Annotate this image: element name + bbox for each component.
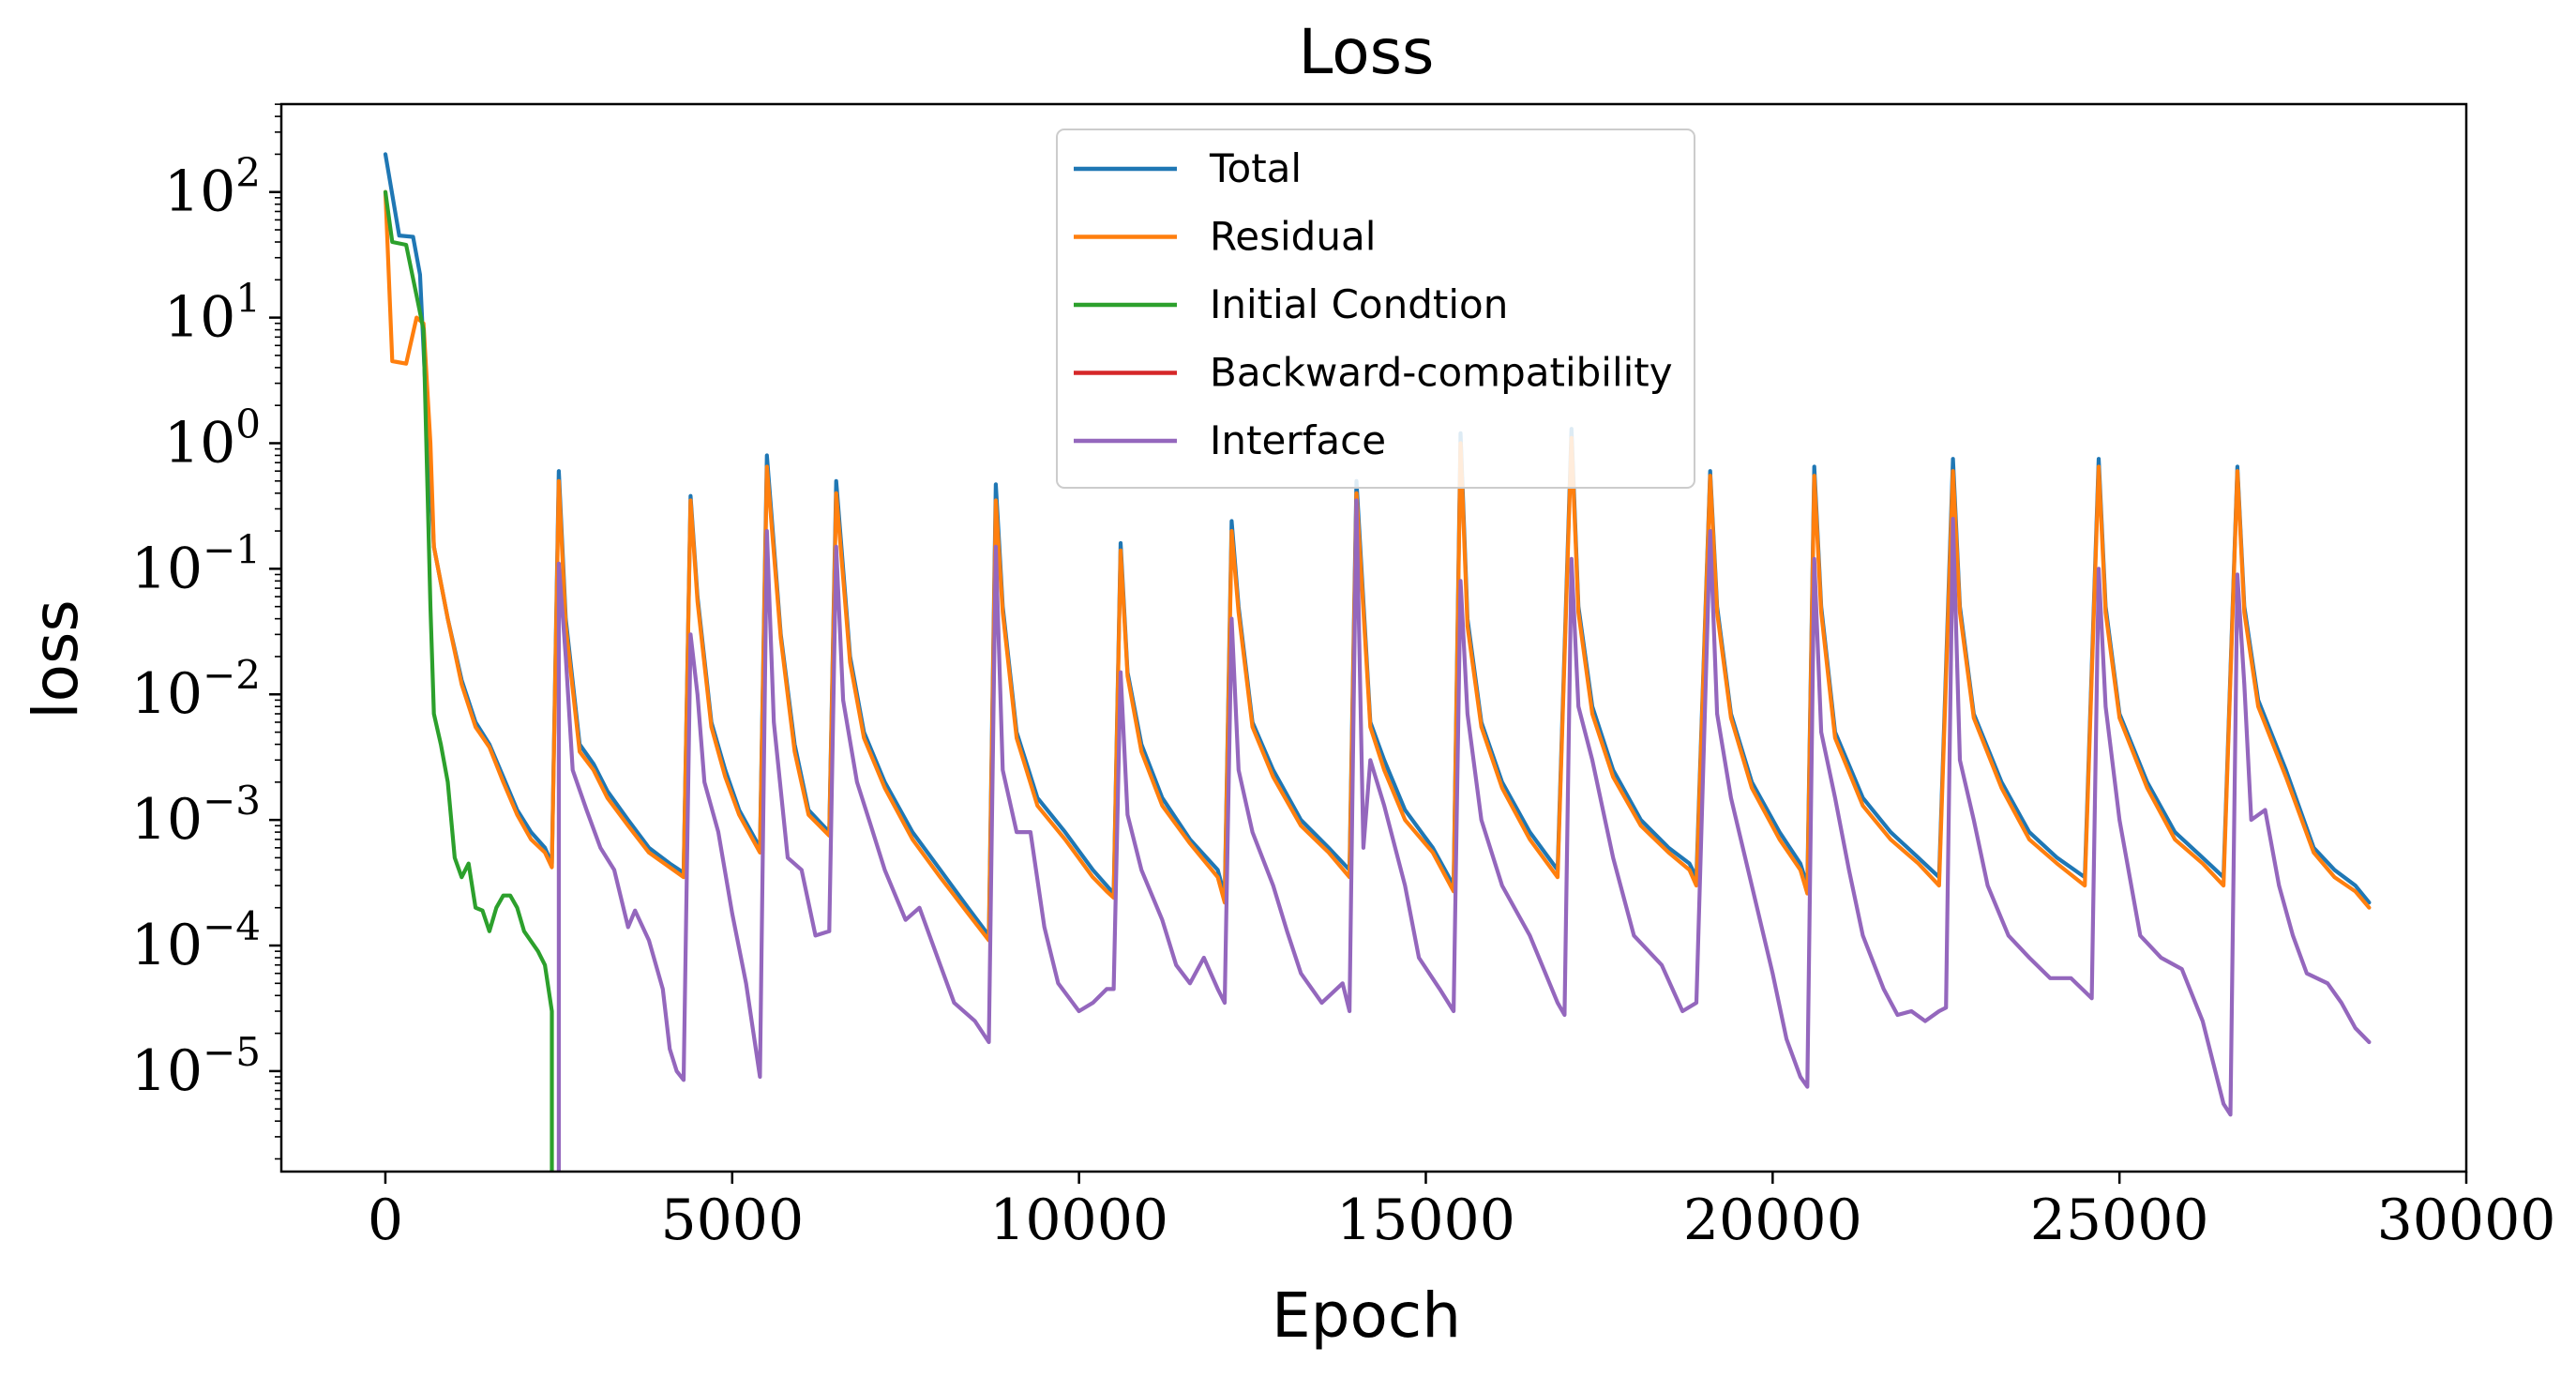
y-tick-label: 10−1: [131, 526, 261, 601]
legend-label: Total: [1209, 145, 1302, 191]
legend-label: Residual: [1210, 214, 1376, 260]
x-tick-label: 25000: [2030, 1188, 2209, 1253]
legend-label: Interface: [1210, 417, 1386, 463]
series-layer: [383, 152, 2372, 1172]
x-tick-label: 15000: [1336, 1188, 1515, 1253]
x-tick-label: 20000: [1683, 1188, 1862, 1253]
y-tick-label: 102: [164, 150, 261, 225]
x-tick-label: 10000: [989, 1188, 1168, 1253]
x-axis-ticks: 0 5000 10000 15000 20000 25000 30000: [368, 1172, 2556, 1253]
y-tick-label: 10−2: [131, 652, 261, 727]
x-tick-label: 30000: [2377, 1188, 2556, 1253]
y-tick-label: 10−4: [131, 903, 261, 978]
series-line-residual: [383, 189, 2372, 943]
series-line-initial-condtion: [383, 189, 554, 1172]
legend-label: Initial Condtion: [1210, 281, 1508, 327]
x-axis-label: Epoch: [1272, 1279, 1461, 1352]
series-line-interface: [556, 498, 2372, 1172]
x-tick-label: 0: [368, 1188, 403, 1253]
x-tick-label: 5000: [660, 1188, 804, 1253]
legend: Total Residual Initial Condtion Backward-co…: [1056, 129, 1695, 489]
chart-title: Loss: [1299, 16, 1435, 88]
legend-label: Backward-compatibility: [1210, 350, 1673, 396]
legend-box: [1056, 129, 1695, 489]
y-axis-label: loss: [20, 599, 92, 719]
y-tick-label: 10−5: [131, 1029, 261, 1104]
plot-frame: [279, 102, 2468, 1173]
y-tick-label: 101: [164, 276, 261, 351]
y-tick-label: 10−3: [131, 778, 261, 853]
y-axis-ticks: 102 101 100 10−1 10−2 10−3 10−4 10−5: [131, 103, 281, 1160]
y-tick-label: 100: [164, 401, 261, 476]
